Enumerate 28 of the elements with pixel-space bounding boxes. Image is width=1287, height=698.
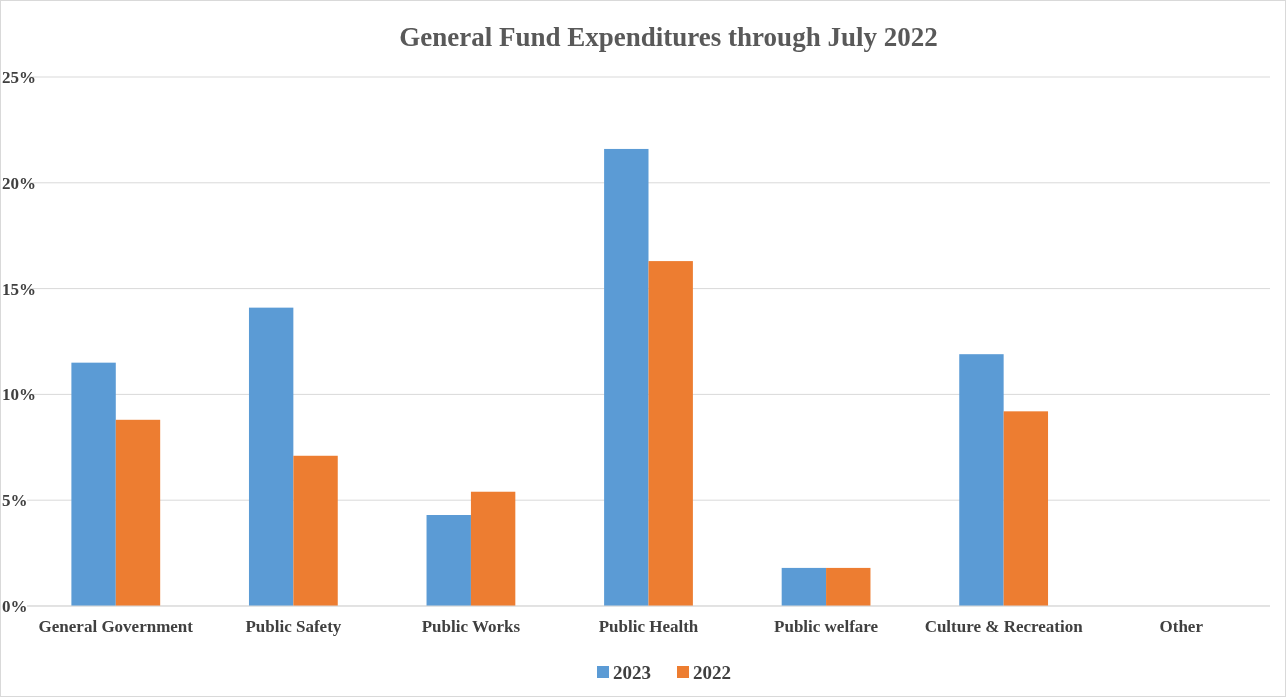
bar bbox=[71, 362, 116, 606]
bar bbox=[959, 354, 1004, 606]
bar bbox=[1003, 411, 1049, 606]
x-tick-label: Public Health bbox=[598, 617, 699, 637]
x-tick-label: Public Works bbox=[421, 617, 521, 637]
x-tick-label: Other bbox=[1159, 617, 1204, 637]
x-tick-label: Public Safety bbox=[245, 617, 342, 637]
x-tick-label: Public welfare bbox=[774, 617, 879, 637]
y-tick-label: 20% bbox=[2, 173, 36, 193]
y-tick-label: 10% bbox=[2, 385, 36, 405]
legend-label: 2023 bbox=[613, 662, 651, 683]
bar bbox=[115, 419, 161, 606]
bar bbox=[781, 567, 827, 606]
legend-label: 2022 bbox=[693, 662, 731, 683]
y-tick-label: 25% bbox=[2, 67, 36, 87]
x-tick-label: Culture & Recreation bbox=[924, 617, 1084, 637]
x-tick-label: General Government bbox=[38, 617, 194, 637]
y-tick-label: 15% bbox=[2, 279, 36, 299]
y-tick-label: 5% bbox=[2, 491, 28, 511]
bar bbox=[648, 261, 693, 606]
bar bbox=[470, 491, 516, 606]
bar bbox=[604, 148, 649, 606]
bar bbox=[426, 515, 471, 606]
bar bbox=[248, 307, 294, 606]
chart-title: General Fund Expenditures through July 2022 bbox=[399, 22, 938, 52]
y-tick-label: 0% bbox=[2, 596, 28, 616]
bar bbox=[293, 455, 338, 606]
bar bbox=[826, 567, 871, 606]
